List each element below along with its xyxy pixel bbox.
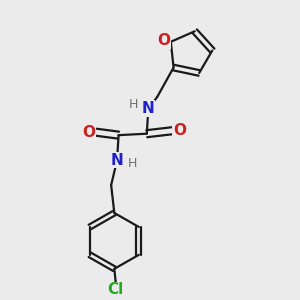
Text: O: O	[82, 125, 95, 140]
Text: N: N	[111, 153, 124, 168]
Text: H: H	[127, 157, 136, 169]
Text: N: N	[142, 101, 155, 116]
Text: Cl: Cl	[108, 283, 124, 298]
Text: O: O	[173, 123, 186, 138]
Text: H: H	[129, 98, 138, 111]
Text: O: O	[157, 33, 170, 48]
